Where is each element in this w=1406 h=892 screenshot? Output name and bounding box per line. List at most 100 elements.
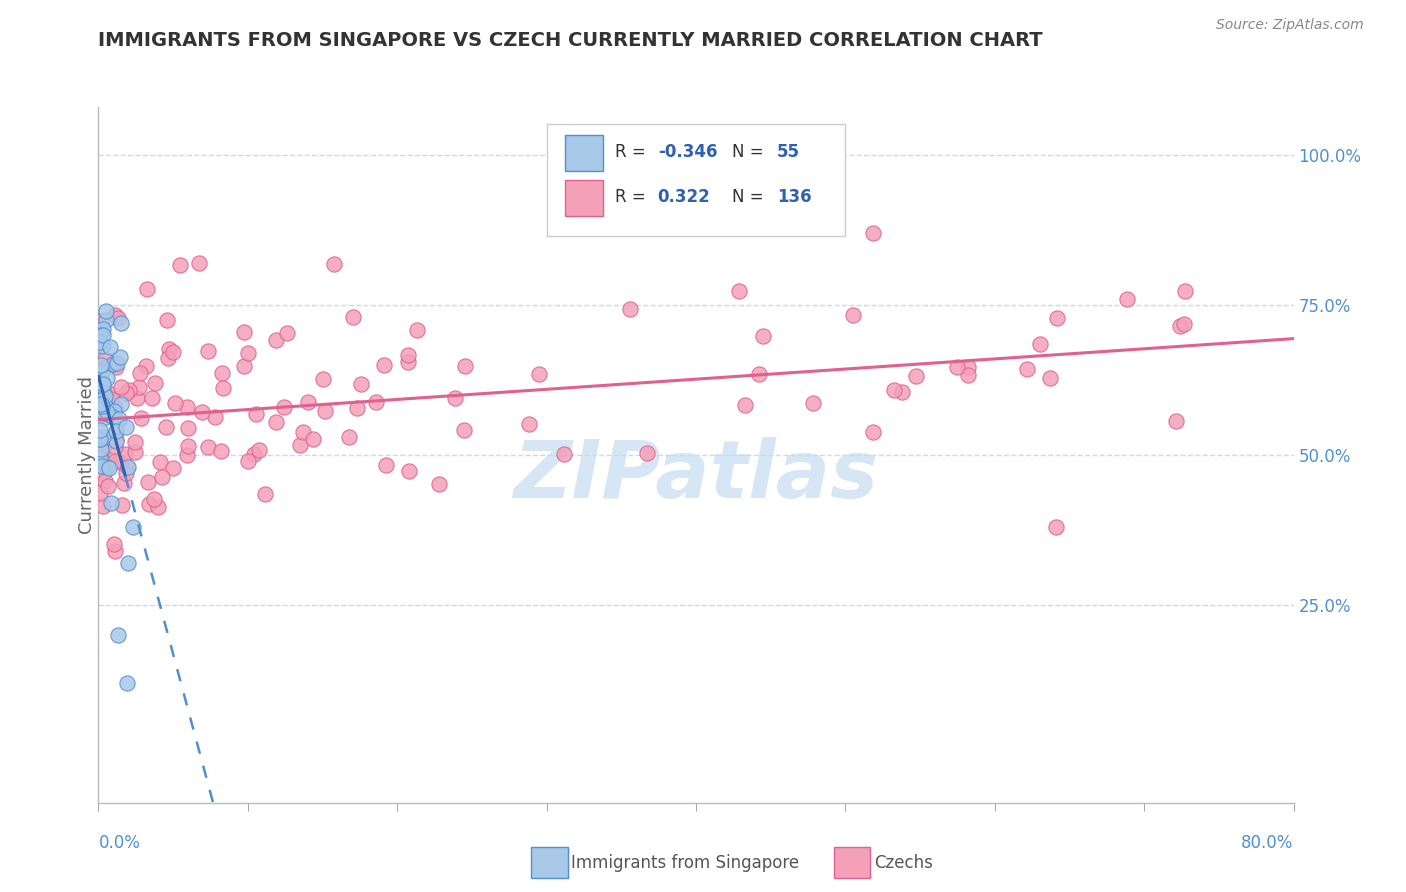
- Point: [96, 385, 118, 400]
- Point: [107, 311, 129, 326]
- Point: [191, 405, 214, 419]
- Point: [138, 496, 160, 510]
- Point: [90, 376, 112, 391]
- Point: [89, 385, 111, 400]
- Point: [96, 460, 118, 475]
- Point: [100, 340, 122, 354]
- Point: [89, 432, 111, 446]
- Point: [135, 359, 157, 374]
- FancyBboxPatch shape: [547, 124, 845, 235]
- Point: [94, 398, 117, 412]
- Point: [176, 400, 198, 414]
- Point: [97, 407, 120, 421]
- Point: [105, 424, 128, 438]
- Point: [91, 429, 114, 443]
- Point: [141, 391, 163, 405]
- Text: 136: 136: [778, 188, 811, 206]
- Point: [238, 346, 260, 360]
- Point: [273, 400, 295, 414]
- Point: [90, 358, 112, 372]
- Point: [1173, 317, 1195, 331]
- Point: [89, 402, 111, 417]
- Point: [94, 304, 117, 318]
- Point: [89, 371, 111, 385]
- Point: [91, 399, 114, 413]
- Point: [1038, 371, 1060, 385]
- Point: [197, 343, 219, 358]
- Point: [114, 466, 136, 480]
- Point: [1174, 285, 1197, 299]
- Text: N =: N =: [733, 144, 763, 161]
- Point: [100, 496, 122, 510]
- Point: [101, 357, 124, 371]
- Point: [142, 492, 165, 507]
- Text: ZIPatlas: ZIPatlas: [513, 437, 879, 515]
- Point: [91, 410, 114, 425]
- Point: [110, 396, 132, 410]
- Point: [842, 309, 865, 323]
- Point: [118, 384, 141, 398]
- Point: [89, 408, 111, 422]
- Point: [89, 392, 111, 407]
- Point: [90, 397, 112, 411]
- Point: [517, 417, 540, 432]
- Point: [90, 442, 112, 456]
- Point: [129, 411, 152, 425]
- Point: [734, 398, 756, 412]
- Point: [91, 442, 114, 456]
- Point: [104, 453, 127, 467]
- Point: [1116, 292, 1139, 306]
- Point: [197, 440, 219, 454]
- Point: [91, 382, 114, 396]
- Point: [342, 310, 364, 325]
- Point: [236, 454, 259, 468]
- Point: [1045, 520, 1067, 534]
- Point: [128, 380, 150, 394]
- Point: [105, 360, 128, 375]
- Point: [96, 405, 118, 419]
- Point: [862, 425, 884, 439]
- Text: IMMIGRANTS FROM SINGAPORE VS CZECH CURRENTLY MARRIED CORRELATION CHART: IMMIGRANTS FROM SINGAPORE VS CZECH CURRE…: [98, 31, 1043, 50]
- Point: [232, 359, 254, 374]
- Text: 0.0%: 0.0%: [98, 834, 141, 852]
- Point: [862, 226, 884, 240]
- Point: [104, 401, 127, 415]
- Point: [163, 396, 186, 410]
- Point: [101, 357, 124, 371]
- Point: [89, 423, 111, 437]
- Point: [89, 432, 111, 446]
- Point: [90, 378, 112, 392]
- Point: [946, 359, 969, 374]
- Text: Source: ZipAtlas.com: Source: ZipAtlas.com: [1216, 18, 1364, 32]
- Point: [752, 329, 775, 343]
- Point: [266, 333, 288, 347]
- Text: R =: R =: [614, 144, 645, 161]
- Point: [375, 458, 398, 472]
- Point: [115, 459, 138, 474]
- Text: Immigrants from Singapore: Immigrants from Singapore: [571, 854, 799, 871]
- Point: [89, 334, 111, 349]
- Point: [149, 455, 172, 469]
- Point: [396, 355, 419, 369]
- Point: [110, 316, 132, 330]
- Point: [89, 328, 111, 343]
- Point: [155, 420, 177, 434]
- Point: [159, 342, 181, 356]
- Point: [322, 257, 344, 271]
- Point: [406, 323, 429, 337]
- Point: [169, 258, 191, 272]
- Point: [94, 351, 117, 366]
- Text: 80.0%: 80.0%: [1241, 834, 1294, 852]
- Point: [956, 368, 979, 383]
- Point: [91, 322, 114, 336]
- Point: [104, 433, 127, 447]
- Text: Czechs: Czechs: [875, 854, 934, 871]
- Point: [101, 410, 124, 425]
- Point: [288, 438, 311, 452]
- Point: [350, 376, 373, 391]
- Point: [150, 470, 173, 484]
- FancyBboxPatch shape: [565, 135, 603, 171]
- Point: [292, 425, 315, 439]
- Point: [89, 486, 111, 500]
- Text: -0.346: -0.346: [658, 144, 717, 161]
